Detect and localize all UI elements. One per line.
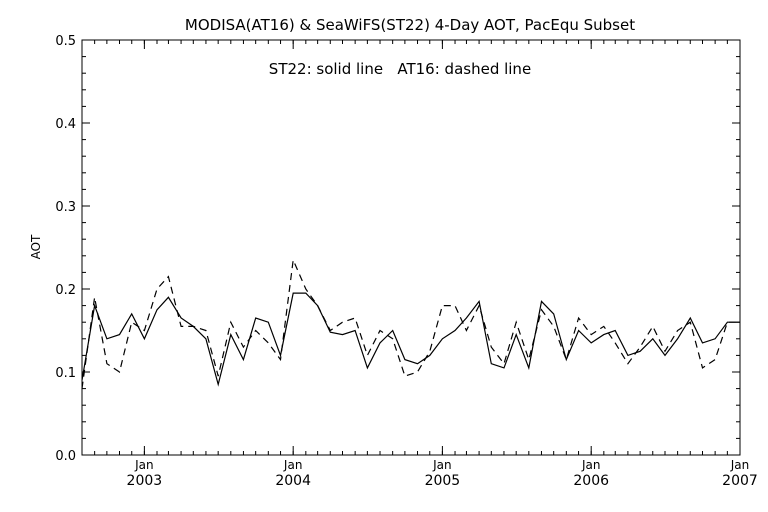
- y-axis: 0.0 0.1 0.2 0.3 0.4 0.5: [55, 34, 740, 464]
- y-tick-label: 0.5: [55, 34, 76, 49]
- series-line-st22: [81, 292, 740, 387]
- x-tick-year-label: 2007: [722, 473, 758, 489]
- x-tick-month-label: Jan: [581, 458, 601, 472]
- y-axis-label: AOT: [29, 234, 43, 259]
- x-tick-month-label: Jan: [730, 458, 750, 472]
- x-tick-month-label: Jan: [134, 458, 154, 472]
- x-tick-month-label: Jan: [432, 458, 452, 472]
- x-tick-month-label: Jan: [283, 458, 303, 472]
- series-line-at16: [81, 257, 740, 389]
- y-tick-label: 0.3: [55, 200, 76, 215]
- x-tick-year-label: 2003: [127, 473, 163, 489]
- y-tick-label: 0.4: [55, 117, 76, 132]
- plot-frame: [81, 39, 741, 456]
- y-tick-label: 0.0: [55, 449, 76, 464]
- y-tick-label: 0.1: [55, 366, 76, 381]
- series-layer: [81, 257, 740, 389]
- x-tick-year-label: 2004: [275, 473, 311, 489]
- chart-title: MODISA(AT16) & SeaWiFS(ST22) 4-Day AOT, …: [185, 16, 635, 34]
- x-tick-year-label: 2005: [425, 473, 461, 489]
- y-tick-label: 0.2: [55, 283, 76, 298]
- chart-annotation: ST22: solid line AT16: dashed line: [269, 60, 531, 78]
- x-tick-year-label: 2006: [573, 473, 609, 489]
